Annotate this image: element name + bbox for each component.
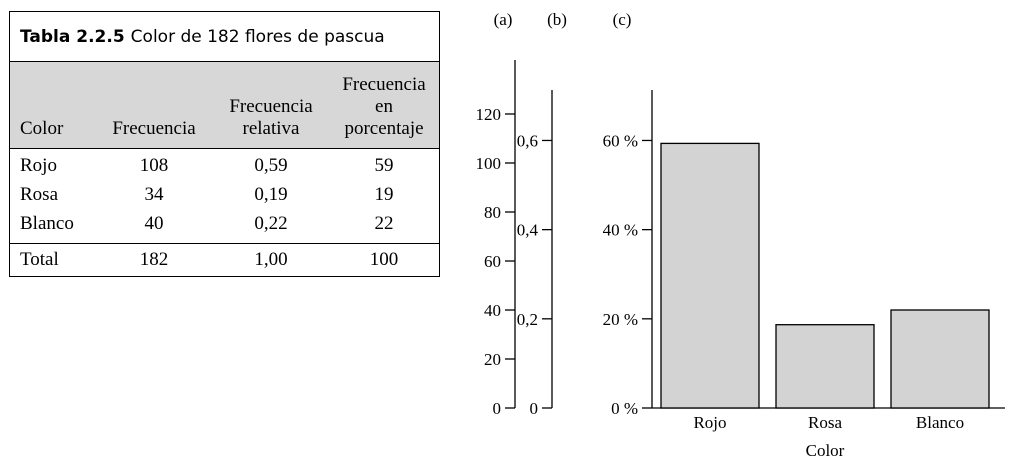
tick-label: 40: [484, 301, 501, 320]
header-relative-frequency: Frecuencia relativa: [229, 96, 313, 139]
tick-label: 100: [476, 154, 502, 173]
tick-label: 0 %: [611, 399, 638, 418]
table-cell: 100: [369, 249, 399, 270]
category-label: Rojo: [693, 413, 726, 432]
table-cell: 40: [144, 213, 164, 234]
tick-label: 0,6: [517, 131, 538, 150]
axis-label-2: (c): [613, 10, 632, 29]
axis-label-0: (a): [494, 10, 513, 29]
table-cell: Total: [20, 249, 59, 270]
tick-label: 20 %: [603, 310, 638, 329]
tick-label: 0,2: [517, 310, 538, 329]
tick-label: 0: [530, 399, 539, 418]
table-cell: 108: [139, 155, 169, 176]
x-axis-title: Color: [806, 441, 845, 460]
table-cell: 0,59: [254, 155, 288, 176]
tick-label: 80: [484, 203, 501, 222]
table-body: Rojo 108 0,59 59 Rosa 34 0,19 19 Blanco …: [10, 149, 439, 243]
bar-chart: (a) 0 20 40 60 80 100 120 (b) 0 0,2 0,4 0,6 (c) 0 % 20 …: [476, 10, 1005, 460]
tick-label: 60: [484, 252, 501, 271]
table-cell: 182: [139, 249, 169, 270]
bar-rosa: [775, 324, 875, 409]
tick-label: 60 %: [603, 131, 638, 150]
tick-label: 20: [484, 350, 501, 369]
tick-label: 120: [476, 105, 502, 124]
header-frequency: Frecuencia: [112, 118, 196, 139]
table-cell: 34: [144, 184, 164, 205]
table-number: Tabla 2.2.5: [20, 27, 125, 47]
table-caption: Tabla 2.2.5 Color de 182 flores de pascua: [10, 12, 439, 62]
frequency-table: Tabla 2.2.5 Color de 182 flores de pascua…: [9, 11, 440, 277]
table-title: Color de 182 flores de pascua: [130, 27, 385, 47]
table-cell: 0,19: [254, 184, 288, 205]
category-label: Blanco: [916, 413, 964, 432]
axis-label-1: (b): [547, 10, 567, 29]
tick-label: 40 %: [603, 221, 638, 240]
table-header: Color Frecuencia Frecuencia relativa Frec…: [10, 62, 439, 149]
table-total-row: Total 182 1,00 100: [10, 243, 439, 277]
table-cell: 0,22: [254, 213, 288, 234]
table-cell: Rojo: [20, 155, 57, 176]
table-cell: 59: [374, 155, 394, 176]
bar-blanco: [890, 309, 990, 409]
table-cell: 1,00: [254, 249, 288, 270]
header-color: Color: [20, 118, 64, 139]
tick-label: 0: [493, 399, 502, 418]
table-cell: 22: [374, 213, 394, 234]
tick-label: 0,4: [517, 221, 539, 240]
header-percentage-frequency: Frecuencia en porcentaje: [342, 74, 426, 139]
bar-rojo: [660, 142, 760, 409]
table-cell: Blanco: [20, 213, 74, 234]
table-cell: Rosa: [20, 184, 58, 205]
table-cell: 19: [374, 184, 394, 205]
category-label: Rosa: [808, 413, 842, 432]
